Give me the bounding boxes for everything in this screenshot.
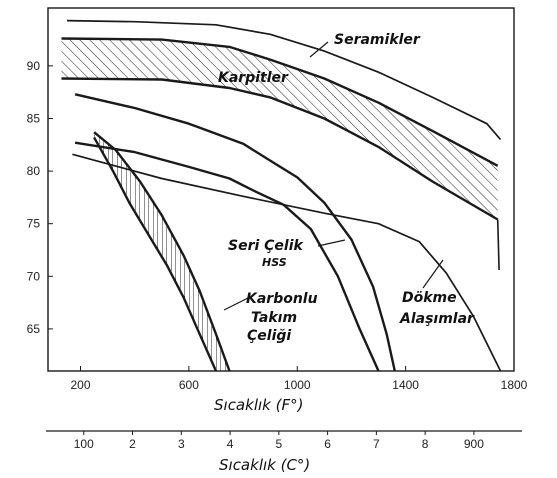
- celsius-tick-label: 100: [74, 437, 94, 451]
- annotation-hss: HSS: [262, 256, 287, 269]
- x-axis-label-fahrenheit: Sıcaklık (F°): [214, 396, 303, 414]
- band-layer: [61, 38, 498, 371]
- annotation-celigi: Çeliği: [247, 328, 291, 344]
- x-axis-label-celsius: Sıcaklık (C°): [219, 456, 310, 474]
- series-seri-celik-hss-lower: [74, 141, 380, 372]
- band-fill-karpitler: [61, 38, 498, 220]
- line-layer: [61, 19, 502, 372]
- celsius-tick-label: 4: [227, 437, 234, 451]
- celsius-tick-label: 3: [178, 437, 185, 451]
- series-karpitler-end: [496, 219, 500, 271]
- annotation-takim: Takım: [251, 310, 297, 326]
- band-fill-karbonlu-takim-celigi: [94, 132, 230, 371]
- series-karbonlu-takim-celigi-upper: [93, 131, 231, 372]
- annotation-alasimlar: Alaşımlar: [399, 311, 475, 327]
- series-karbonlu-takim-celigi-lower: [93, 136, 218, 372]
- plot-frame: [47, 7, 515, 372]
- y-tick-label: 90: [27, 59, 41, 73]
- dokme-leader: [422, 259, 444, 289]
- celsius-tick-label: 5: [275, 437, 282, 451]
- series-karpitler-lower: [61, 77, 499, 221]
- celsius-tick-label: 7: [373, 437, 380, 451]
- y-tick-label: 85: [27, 111, 41, 125]
- annotations: Seramikler Karpitler Seri Çelik HSS Dökm…: [218, 32, 475, 344]
- series-dokme-alasimlar: [72, 153, 502, 372]
- annotation-seri-celik: Seri Çelik: [228, 238, 305, 254]
- y-tick-label: 65: [27, 322, 41, 336]
- seramikler-leader: [309, 41, 329, 58]
- series-karpitler-upper: [61, 37, 499, 167]
- x-axis-fahrenheit: 200 600 1000 1400 1800: [70, 366, 528, 392]
- celsius-tick-label: 6: [324, 437, 331, 451]
- y-tick-label: 80: [27, 164, 41, 178]
- annotation-karpitler: Karpitler: [218, 70, 289, 86]
- x-tick-label: 600: [179, 378, 199, 392]
- x-tick-label: 1400: [392, 378, 419, 392]
- karbonlu-leader: [223, 297, 249, 311]
- x-tick-label: 200: [70, 378, 90, 392]
- y-tick-label: 75: [27, 217, 41, 231]
- series-seramikler: [66, 19, 502, 141]
- celsius-tick-label: 2: [129, 437, 136, 451]
- hss-leader: [317, 239, 346, 247]
- celsius-tick-label: 8: [422, 437, 429, 451]
- x-tick-label: 1800: [501, 378, 528, 392]
- x-tick-label: 1000: [284, 378, 311, 392]
- series-seri-celik-hss-upper: [74, 93, 396, 372]
- y-axis: 65 70 75 80 85 90: [27, 59, 53, 336]
- y-tick-label: 70: [27, 269, 41, 283]
- x-axis-celsius: 100 2 3 4 5 6 7 8 900: [74, 431, 484, 451]
- celsius-tick-label: 900: [464, 437, 484, 451]
- annotation-seramikler: Seramikler: [334, 32, 421, 48]
- annotation-karbonlu: Karbonlu: [246, 291, 318, 307]
- annotation-dokme: Dökme: [402, 290, 457, 306]
